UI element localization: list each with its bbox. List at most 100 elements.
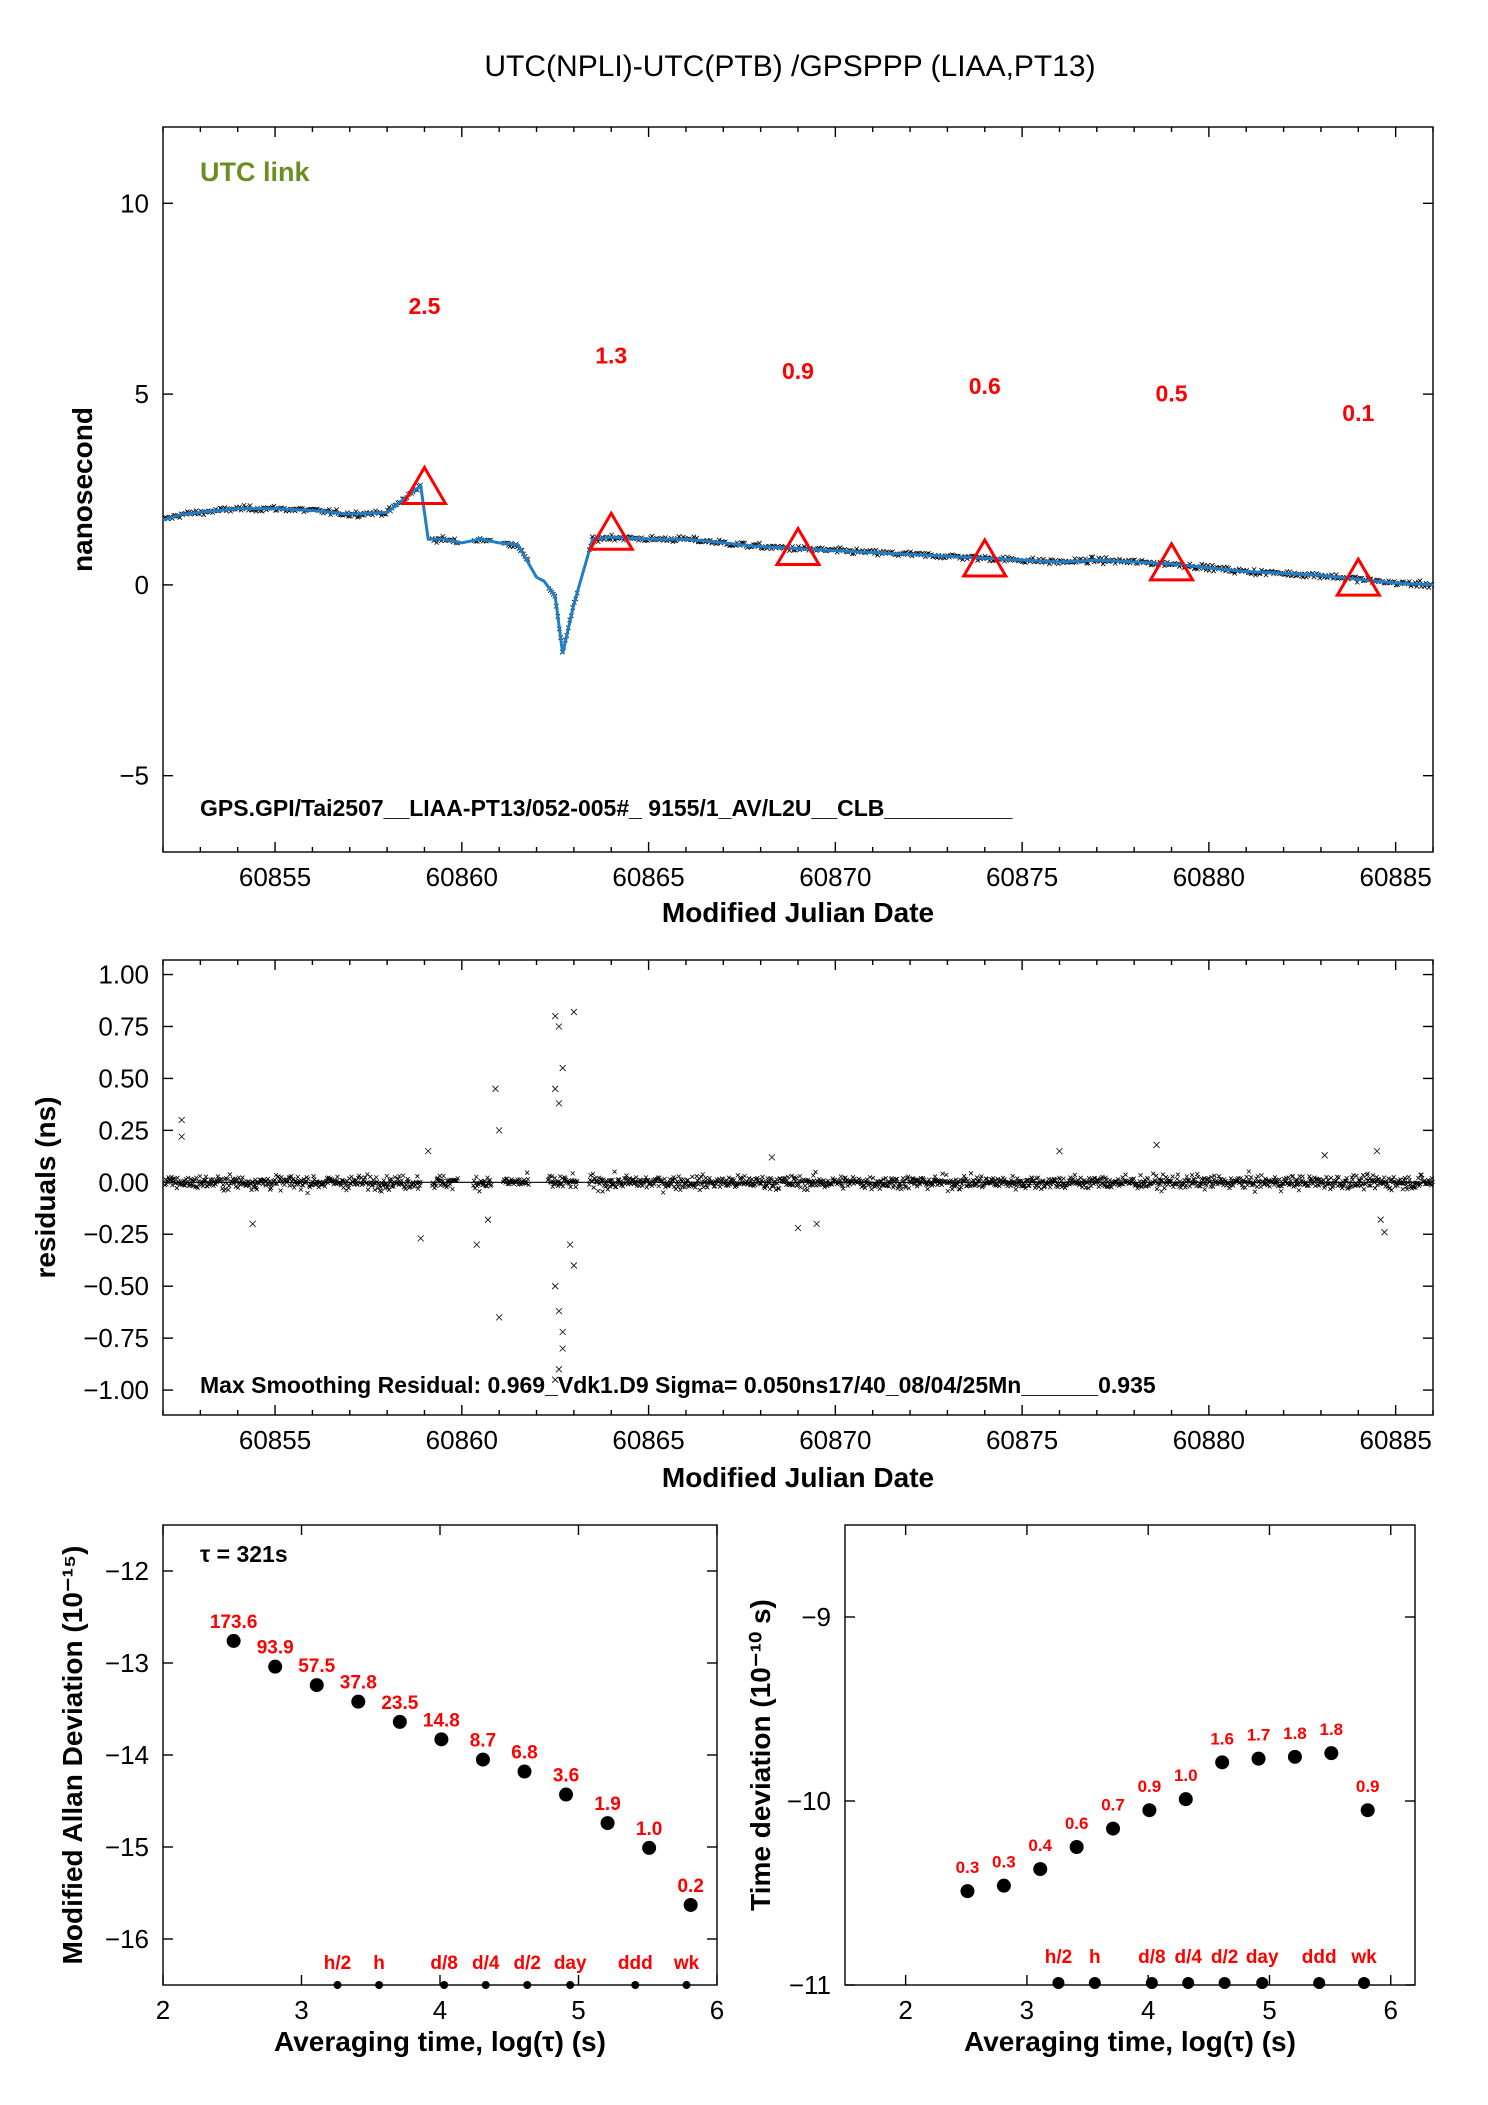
residual-point	[696, 1176, 702, 1181]
residual-point	[1150, 1171, 1156, 1176]
residual-point	[386, 1187, 392, 1193]
mdev-value-label: 3.6	[553, 1766, 579, 1787]
tdev-point	[1106, 1821, 1121, 1836]
residual-point	[1286, 1175, 1291, 1180]
residual-point	[305, 1190, 310, 1196]
mdev-value-label: 1.0	[636, 1819, 662, 1840]
x-tick-label: 6	[1384, 1995, 1398, 2025]
residual-point	[656, 1183, 661, 1189]
outlier-point	[178, 1133, 185, 1140]
y-tick-label: −5	[119, 761, 149, 791]
residual-point	[1410, 1180, 1415, 1185]
x-tick-label: 60885	[1359, 1425, 1431, 1455]
residual-point	[685, 1177, 691, 1183]
residual-point	[447, 1181, 453, 1187]
residual-point	[607, 1184, 613, 1189]
residual-point	[588, 1173, 593, 1178]
residual-point	[942, 1179, 948, 1184]
residual-point	[1014, 1176, 1020, 1181]
marker-label: 0.6	[969, 373, 1001, 399]
residual-point	[683, 1182, 688, 1187]
residual-point	[382, 1182, 387, 1187]
residual-point	[845, 1183, 850, 1188]
residual-point	[1265, 1178, 1271, 1183]
residual-point	[1351, 1172, 1356, 1178]
residual-point	[170, 1182, 175, 1188]
residual-point	[1387, 1185, 1393, 1191]
residual-point	[249, 1187, 254, 1193]
residual-point	[526, 1182, 531, 1188]
residual-point	[385, 1182, 391, 1188]
residual-point	[444, 1178, 450, 1183]
residual-point	[1031, 1178, 1036, 1183]
residual-point	[1376, 1177, 1382, 1182]
residual-point	[1419, 1172, 1424, 1177]
residual-point	[893, 1176, 899, 1182]
residual-point	[1035, 1175, 1041, 1180]
outlier-point	[555, 1366, 563, 1373]
residual-point	[767, 1186, 773, 1192]
residual-point	[1430, 1179, 1435, 1185]
residual-point	[976, 1183, 982, 1189]
residual-point	[1020, 1184, 1025, 1189]
tdev-point	[1215, 1755, 1230, 1770]
outlier-point	[484, 1216, 492, 1223]
residual-point	[238, 1178, 244, 1184]
x-axis-label: Averaging time, log(τ) (s)	[274, 2026, 606, 2057]
y-axis-label: Modified Allan Deviation (10⁻¹⁵)	[57, 1546, 88, 1965]
residual-point	[822, 1182, 828, 1188]
residual-point	[644, 1185, 650, 1190]
time-mark-label: day	[1246, 1947, 1279, 1968]
residual-point	[1277, 1177, 1282, 1182]
residual-point	[1106, 1181, 1112, 1187]
residual-point	[183, 1176, 189, 1182]
residual-point	[789, 1173, 794, 1179]
mdev-point	[475, 1752, 490, 1767]
residual-point	[285, 1178, 291, 1184]
residual-point	[867, 1174, 873, 1180]
y-tick-label: −0.75	[83, 1323, 149, 1353]
residual-point	[955, 1179, 961, 1184]
residual-point	[1290, 1173, 1296, 1179]
residual-point	[1068, 1177, 1074, 1183]
residual-point	[700, 1172, 706, 1177]
x-tick-label: 3	[1020, 1995, 1034, 2025]
residual-point	[210, 1177, 215, 1182]
residual-point	[837, 1177, 843, 1183]
tdev-point	[996, 1878, 1011, 1893]
residual-point	[797, 1173, 803, 1179]
tdev-value-label: 1.7	[1247, 1726, 1271, 1745]
time-mark	[375, 1981, 384, 1989]
residual-point	[1238, 1176, 1243, 1181]
residual-point	[240, 1175, 245, 1180]
y-tick-label: −12	[105, 1556, 149, 1586]
mdev-point	[559, 1787, 574, 1802]
tdev-value-label: 0.7	[1101, 1796, 1125, 1815]
time-mark-label: d/8	[430, 1953, 457, 1974]
residual-point	[1365, 1171, 1370, 1176]
residual-point	[1342, 1178, 1348, 1184]
time-mark-label: h	[373, 1953, 385, 1974]
residual-point	[220, 1182, 226, 1188]
residual-point	[1336, 1175, 1341, 1180]
residual-point	[802, 1183, 808, 1189]
y-axis-label: Time deviation (10⁻¹⁰ s)	[745, 1599, 776, 1911]
residual-point	[560, 1184, 566, 1189]
residual-point	[1252, 1189, 1258, 1194]
residual-point	[487, 1177, 493, 1183]
outlier-point	[555, 1023, 563, 1030]
residual-point	[1413, 1185, 1418, 1190]
residual-point	[781, 1176, 786, 1181]
x-tick-label: 60875	[986, 1425, 1058, 1455]
residual-point	[840, 1186, 846, 1191]
outlier-point	[768, 1154, 776, 1161]
residual-point	[917, 1182, 923, 1187]
residual-point	[1211, 1177, 1217, 1182]
tdev-point	[1360, 1803, 1375, 1818]
residual-point	[299, 1178, 304, 1183]
residual-point	[968, 1171, 974, 1176]
residual-point	[1206, 1175, 1211, 1181]
residual-point	[757, 1181, 763, 1186]
residual-point	[1328, 1175, 1334, 1181]
y-tick-label: −15	[105, 1832, 149, 1862]
